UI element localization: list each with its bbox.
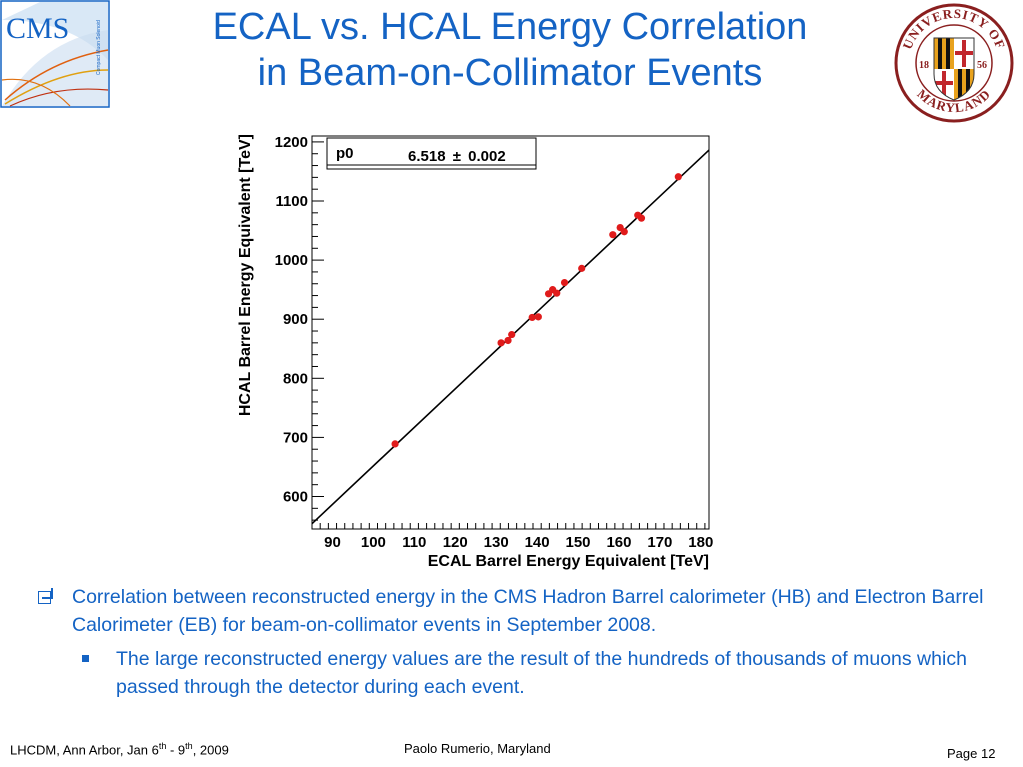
footer-page-number: Page 12 [947,746,996,761]
y-tick-label: 1200 [275,134,308,151]
data-point [528,313,536,322]
y-tick-label: 900 [283,311,308,328]
data-point [609,231,617,239]
umd-seal-logo: UNIVERSITY OF MARYLAND 18 56 [894,3,1014,123]
y-tick-label: 700 [283,429,308,446]
data-points [391,173,682,448]
square-bullet-icon [82,655,89,662]
bullet-item-2-text: The large reconstructed energy values ar… [116,648,967,698]
fit-param-value: 6.518 [408,148,446,165]
y-axis-label: HCAL Barrel Energy Equivalent [TeV] [237,134,254,416]
data-point [508,330,516,339]
bullet-item-1: Correlation between reconstructed energy… [36,583,996,639]
ecal-hcal-scatter-chart: 90 100 110 120 130 140 150 160 170 180 600 700 800 9… [237,134,713,570]
bullet-item-1-text: Correlation between reconstructed energy… [72,586,984,636]
x-tick-labels: 90 100 110 120 130 140 150 160 170 180 [324,534,713,551]
slide-title-line1: ECAL vs. HCAL Energy Correlation [212,6,808,48]
x-tick-label: 170 [647,534,672,551]
x-axis-label: ECAL Barrel Energy Equivalent [TeV] [428,553,709,570]
y-tick-label: 1000 [275,252,308,269]
x-tick-label: 150 [566,534,591,551]
umd-seal-year-left: 18 [919,60,929,71]
data-point [578,264,586,272]
cms-logo-text: CMS [6,12,69,45]
x-tick-label: 110 [402,534,426,551]
x-tick-label: 90 [324,534,341,551]
data-point [674,173,682,181]
x-tick-label: 180 [688,534,713,551]
checkbox-bullet-icon [38,588,53,604]
data-point [560,278,569,287]
svg-text:6.518 ± 0.002: 6.518 ± 0.002 [408,148,506,165]
fit-param-pm: ± [453,148,461,165]
x-tick-label: 140 [525,534,550,551]
umd-seal-year-right: 56 [977,60,987,71]
x-tick-label: 100 [361,534,386,551]
slide-title-line2: in Beam-on-Collimator Events [257,52,763,94]
footer-event-info: LHCDM, Ann Arbor, Jan 6th - 9th, 2009 [10,741,229,758]
data-point [637,214,646,222]
data-point [620,228,628,236]
maryland-shield-icon [934,38,974,100]
y-tick-label: 1100 [275,193,308,210]
x-tick-label: 160 [606,534,631,551]
bullet-item-2: The large reconstructed energy values ar… [36,645,996,701]
cms-logo: CMS Compact Muon Solenoid [0,0,110,108]
y-tick-label: 600 [283,488,308,505]
data-point [534,313,542,321]
axis-ticks [311,141,706,529]
data-point [553,289,561,297]
y-tick-labels: 600 700 800 900 1000 1100 1200 [275,134,308,506]
fit-param-error: 0.002 [468,148,506,165]
data-point [504,336,512,345]
fit-param-name: p0 [336,145,354,162]
x-tick-label: 120 [443,534,468,551]
bullet-list: Correlation between reconstructed energy… [36,583,996,701]
fit-stats-box: p0 6.518 ± 0.002 [326,137,537,170]
data-point [497,339,505,347]
cms-logo-subtitle: Compact Muon Solenoid [96,20,102,75]
x-tick-label: 130 [484,534,509,551]
slide-title: ECAL vs. HCAL Energy Correlation in Beam… [150,4,870,96]
y-tick-label: 800 [283,370,308,387]
footer-author: Paolo Rumerio, Maryland [404,741,551,756]
data-point [391,440,399,448]
